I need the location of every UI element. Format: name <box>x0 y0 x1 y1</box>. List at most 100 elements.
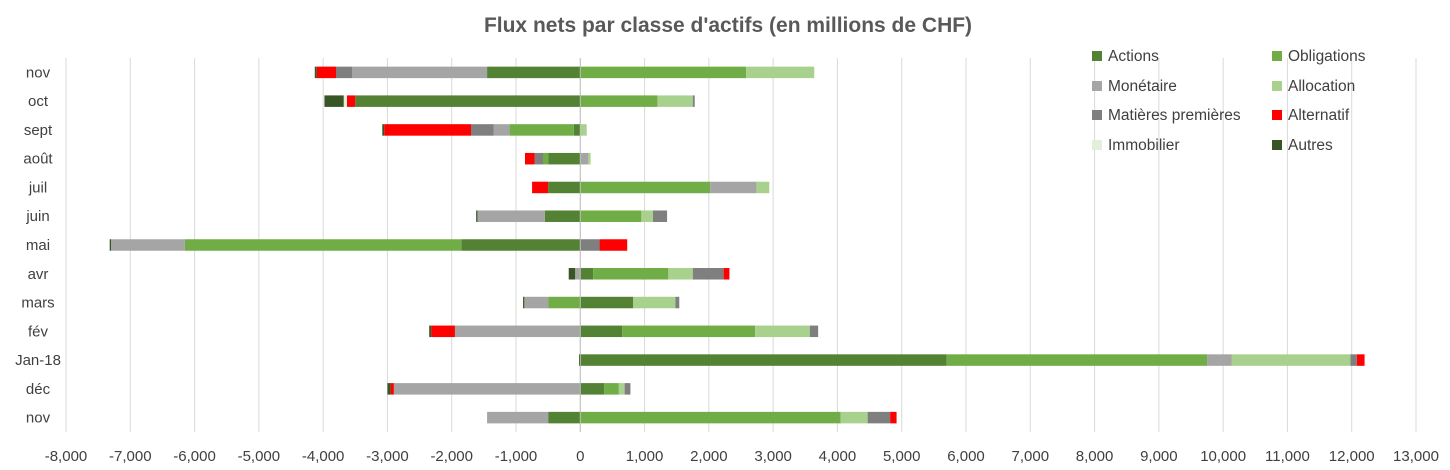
bar-segment <box>575 268 581 280</box>
bar-segment <box>343 95 347 107</box>
legend-item: Alternatif <box>1272 107 1349 125</box>
legend-label: Autres <box>1288 136 1333 154</box>
bar-segment <box>573 124 581 136</box>
y-tick-label: Jan-18 <box>15 352 61 369</box>
bar-segment <box>756 181 770 194</box>
bar-segment <box>755 325 810 338</box>
legend-label: Obligations <box>1288 48 1366 65</box>
legend-item: Obligations <box>1272 48 1366 66</box>
bar-segment <box>109 239 111 251</box>
bar-segment <box>524 296 549 309</box>
bar-segment <box>657 95 693 107</box>
bar-segment <box>710 181 757 194</box>
legend-item: Matières premières <box>1092 107 1241 125</box>
x-tick-label: 11,000 <box>1265 448 1310 465</box>
bar-segment <box>393 383 581 395</box>
bar-segment <box>548 411 581 424</box>
y-tick-label: mai <box>26 237 50 254</box>
legend-swatch <box>1272 51 1282 61</box>
bar-segment <box>532 181 549 194</box>
bar-segment <box>493 124 510 136</box>
y-tick-label: août <box>23 151 53 168</box>
y-tick-label: avr <box>28 266 49 283</box>
bar-segment <box>580 354 947 366</box>
x-tick-label: 0 <box>576 448 584 465</box>
x-tick-label: -4,000 <box>302 448 345 465</box>
bar-segment <box>487 411 549 424</box>
bar-segment <box>580 325 623 338</box>
legend-item: Monétaire <box>1092 78 1177 96</box>
x-tick-label: -6,000 <box>173 448 216 465</box>
x-tick-label: 9,000 <box>1140 448 1178 465</box>
bar-segment <box>346 95 356 107</box>
bar-segment <box>946 354 1208 366</box>
bar-segment <box>384 124 471 136</box>
legend-swatch <box>1272 110 1282 120</box>
y-tick-label: juin <box>25 208 49 225</box>
legend-label: Monétaire <box>1108 77 1177 95</box>
bar-segment <box>1350 354 1357 366</box>
x-tick-label: 12,000 <box>1329 448 1375 465</box>
bar-segment <box>548 152 581 165</box>
bar-segment <box>618 383 625 395</box>
legend-item: Allocation <box>1272 78 1355 96</box>
x-tick-label: -2,000 <box>430 448 473 465</box>
y-tick-label: fév <box>28 323 49 340</box>
x-tick-label: 2,000 <box>690 448 728 465</box>
bar-segment <box>580 181 711 194</box>
x-tick-label: 6,000 <box>947 448 985 465</box>
bar-segment <box>580 268 594 280</box>
legend-label: Allocation <box>1288 77 1356 95</box>
bar-segment <box>723 268 730 280</box>
bar-segment <box>580 411 841 424</box>
bar-segment <box>382 124 385 136</box>
bar-segment <box>111 239 185 251</box>
bar-segment <box>599 239 628 251</box>
x-tick-label: 8,000 <box>1076 448 1114 465</box>
y-tick-label: nov <box>26 64 51 81</box>
bars <box>109 66 1365 424</box>
bar-segment <box>1356 354 1365 366</box>
bar-segment <box>580 383 605 395</box>
legend-item: Autres <box>1272 137 1333 155</box>
bar-segment <box>652 210 668 222</box>
y-tick-label: oct <box>28 93 49 110</box>
bar-segment <box>461 239 581 251</box>
bar-segment <box>622 325 756 338</box>
legend-item: Actions <box>1092 48 1159 66</box>
x-tick-label: 7,000 <box>1012 448 1050 465</box>
x-tick-label: 13,000 <box>1393 448 1439 465</box>
x-tick-label: 4,000 <box>819 448 857 465</box>
bar-segment <box>509 124 574 136</box>
legend-swatch <box>1092 51 1102 61</box>
bar-segment <box>641 210 653 222</box>
legend-item: Immobilier <box>1092 137 1179 155</box>
bar-segment <box>316 66 336 79</box>
bar-segment <box>390 383 394 395</box>
bar-segment <box>454 325 581 338</box>
y-tick-label: déc <box>26 381 51 398</box>
bar-segment <box>746 66 815 79</box>
bar-segment <box>580 239 600 251</box>
bar-segment <box>487 66 581 79</box>
x-tick-label: 10,000 <box>1200 448 1246 465</box>
bar-segment <box>579 354 581 366</box>
bar-segment <box>890 411 897 424</box>
x-tick-label: -8,000 <box>45 448 88 465</box>
bar-segment <box>355 95 581 107</box>
bar-segment <box>476 210 478 222</box>
bar-segment <box>525 152 535 165</box>
bar-segment <box>336 66 353 79</box>
y-tick-label: sept <box>24 122 53 139</box>
bar-segment <box>477 210 545 222</box>
legend-label: Matières premières <box>1108 107 1241 124</box>
legend-label: Actions <box>1108 48 1159 65</box>
x-tick-label: 3,000 <box>754 448 792 465</box>
bar-segment <box>840 411 868 424</box>
bar-segment <box>1231 354 1351 366</box>
bar-segment <box>809 325 819 338</box>
bar-segment <box>471 124 494 136</box>
bar-segment <box>548 296 581 309</box>
bar-segment <box>324 95 344 107</box>
